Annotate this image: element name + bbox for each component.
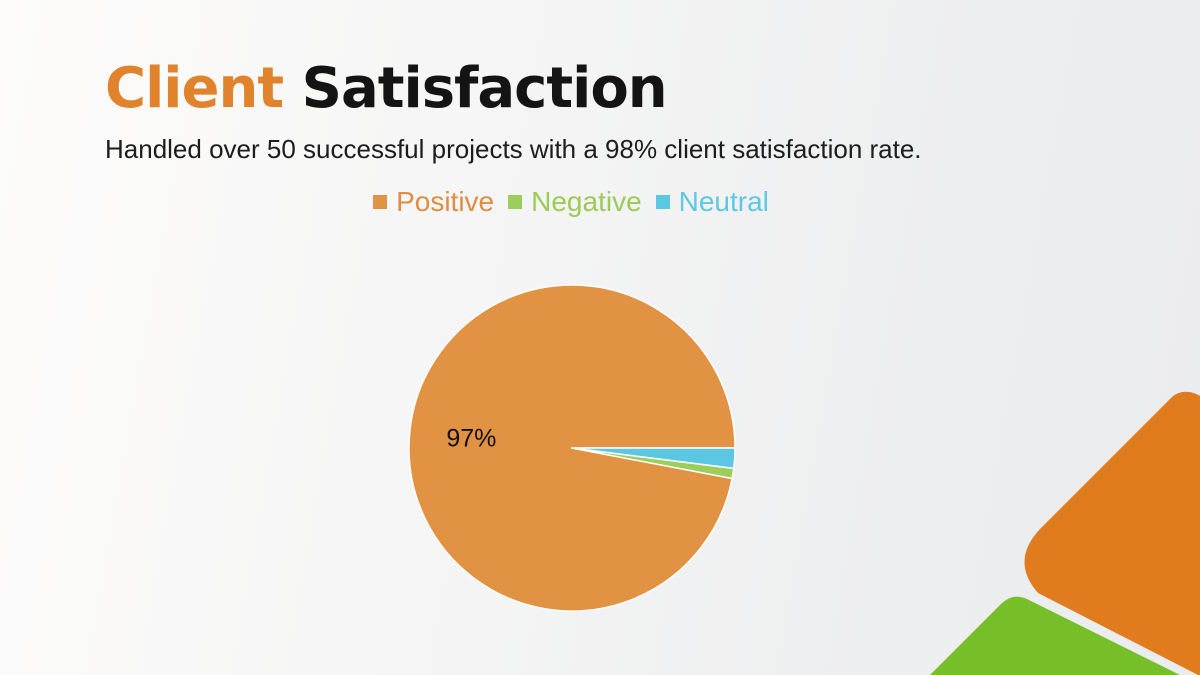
legend-item-neutral: Neutral — [655, 186, 769, 218]
legend-label-neutral: Neutral — [678, 186, 769, 217]
legend-label-negative: Negative — [531, 186, 642, 217]
pie-chart: 97% — [408, 284, 736, 612]
page-title: Client Satisfaction — [105, 56, 668, 121]
legend-item-negative: Negative — [508, 186, 642, 218]
subtitle-text: Handled over 50 successful projects with… — [105, 134, 922, 164]
legend-swatch-neutral — [655, 195, 670, 209]
page-title-rest: Satisfaction — [283, 56, 668, 121]
decor-orange-shape — [1024, 391, 1200, 675]
pie-chart-area: 97% — [382, 258, 762, 638]
pie-slice-label-positive: 97% — [446, 425, 496, 453]
legend-swatch-negative — [508, 195, 523, 209]
pie-slice-neutral — [571, 447, 736, 470]
chart-legend: Positive Negative Neutral — [0, 186, 1142, 218]
legend-swatch-positive — [373, 195, 388, 209]
decor-green-shape — [930, 596, 1180, 675]
page-title-accent: Client — [105, 56, 284, 121]
legend-label-positive: Positive — [396, 186, 495, 217]
legend-item-positive: Positive — [373, 186, 494, 218]
